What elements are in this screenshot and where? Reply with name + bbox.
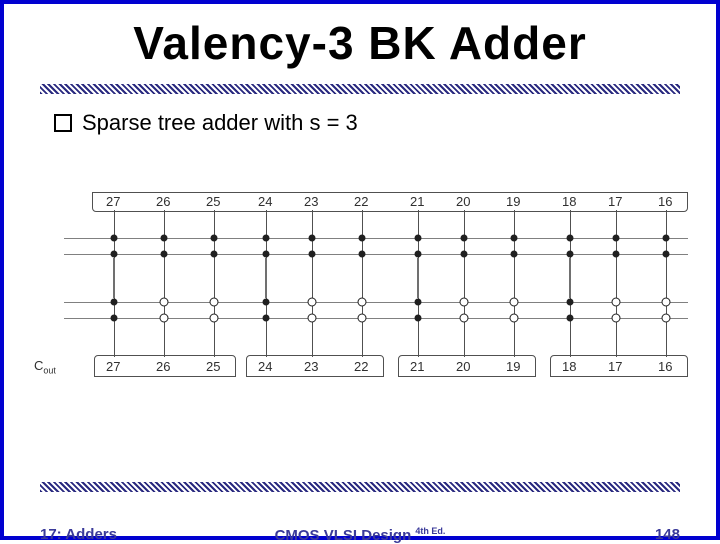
group-connector bbox=[569, 258, 571, 298]
node-hollow-icon bbox=[308, 314, 317, 323]
node-dot-icon bbox=[161, 251, 168, 258]
node-dot-icon bbox=[263, 251, 270, 258]
node-dot-icon bbox=[211, 251, 218, 258]
group-connector bbox=[113, 258, 115, 298]
column-line bbox=[312, 210, 313, 357]
column-line bbox=[214, 210, 215, 357]
node-dot-icon bbox=[415, 315, 422, 322]
node-hollow-icon bbox=[210, 298, 219, 307]
group-connector bbox=[417, 258, 419, 298]
bullet-square-icon bbox=[54, 114, 72, 132]
node-dot-icon bbox=[567, 251, 574, 258]
node-hollow-icon bbox=[160, 314, 169, 323]
group-box bbox=[246, 355, 384, 377]
node-dot-icon bbox=[161, 235, 168, 242]
node-dot-icon bbox=[111, 299, 118, 306]
slide-frame: Valency-3 BK Adder Sparse tree adder wit… bbox=[0, 0, 720, 540]
group-box bbox=[550, 355, 688, 377]
node-hollow-icon bbox=[358, 314, 367, 323]
node-dot-icon bbox=[211, 235, 218, 242]
bullet-item: Sparse tree adder with s = 3 bbox=[54, 110, 358, 136]
node-dot-icon bbox=[111, 251, 118, 258]
horizontal-wire bbox=[64, 254, 688, 255]
node-dot-icon bbox=[263, 235, 270, 242]
node-hollow-icon bbox=[460, 314, 469, 323]
group-box bbox=[94, 355, 236, 377]
horizontal-wire bbox=[64, 318, 688, 319]
slide-title: Valency-3 BK Adder bbox=[4, 16, 716, 70]
footer-book: CMOS VLSI Design 4th Ed. bbox=[40, 526, 680, 544]
node-dot-icon bbox=[613, 251, 620, 258]
node-dot-icon bbox=[415, 251, 422, 258]
node-dot-icon bbox=[511, 251, 518, 258]
node-dot-icon bbox=[461, 251, 468, 258]
node-hollow-icon bbox=[358, 298, 367, 307]
node-hollow-icon bbox=[210, 314, 219, 323]
node-dot-icon bbox=[263, 315, 270, 322]
node-dot-icon bbox=[511, 235, 518, 242]
bullet-text: Sparse tree adder with s = 3 bbox=[82, 110, 358, 136]
column-line bbox=[362, 210, 363, 357]
node-dot-icon bbox=[567, 299, 574, 306]
column-line bbox=[464, 210, 465, 357]
node-dot-icon bbox=[567, 315, 574, 322]
node-dot-icon bbox=[567, 235, 574, 242]
node-dot-icon bbox=[415, 235, 422, 242]
node-dot-icon bbox=[263, 299, 270, 306]
node-dot-icon bbox=[111, 315, 118, 322]
node-dot-icon bbox=[663, 251, 670, 258]
node-dot-icon bbox=[359, 251, 366, 258]
node-hollow-icon bbox=[662, 298, 671, 307]
node-dot-icon bbox=[359, 235, 366, 242]
column-line bbox=[616, 210, 617, 357]
node-dot-icon bbox=[309, 251, 316, 258]
node-dot-icon bbox=[309, 235, 316, 242]
node-dot-icon bbox=[111, 235, 118, 242]
adder-tree-diagram: Cout 27272626252524242323222221212020191… bbox=[40, 194, 680, 374]
node-hollow-icon bbox=[160, 298, 169, 307]
node-hollow-icon bbox=[460, 298, 469, 307]
node-dot-icon bbox=[663, 235, 670, 242]
divider-top bbox=[40, 84, 680, 94]
footer-page: 148 bbox=[655, 526, 680, 543]
node-dot-icon bbox=[461, 235, 468, 242]
group-box bbox=[398, 355, 536, 377]
group-connector bbox=[265, 258, 267, 298]
divider-bottom bbox=[40, 482, 680, 492]
column-line bbox=[164, 210, 165, 357]
node-hollow-icon bbox=[612, 298, 621, 307]
column-line bbox=[514, 210, 515, 357]
node-dot-icon bbox=[415, 299, 422, 306]
horizontal-wire bbox=[64, 302, 688, 303]
top-bit-box bbox=[92, 192, 688, 212]
cout-label: Cout bbox=[34, 358, 56, 376]
node-hollow-icon bbox=[510, 298, 519, 307]
column-line bbox=[666, 210, 667, 357]
node-hollow-icon bbox=[612, 314, 621, 323]
node-hollow-icon bbox=[308, 298, 317, 307]
node-dot-icon bbox=[613, 235, 620, 242]
node-hollow-icon bbox=[510, 314, 519, 323]
node-hollow-icon bbox=[662, 314, 671, 323]
horizontal-wire bbox=[64, 238, 688, 239]
